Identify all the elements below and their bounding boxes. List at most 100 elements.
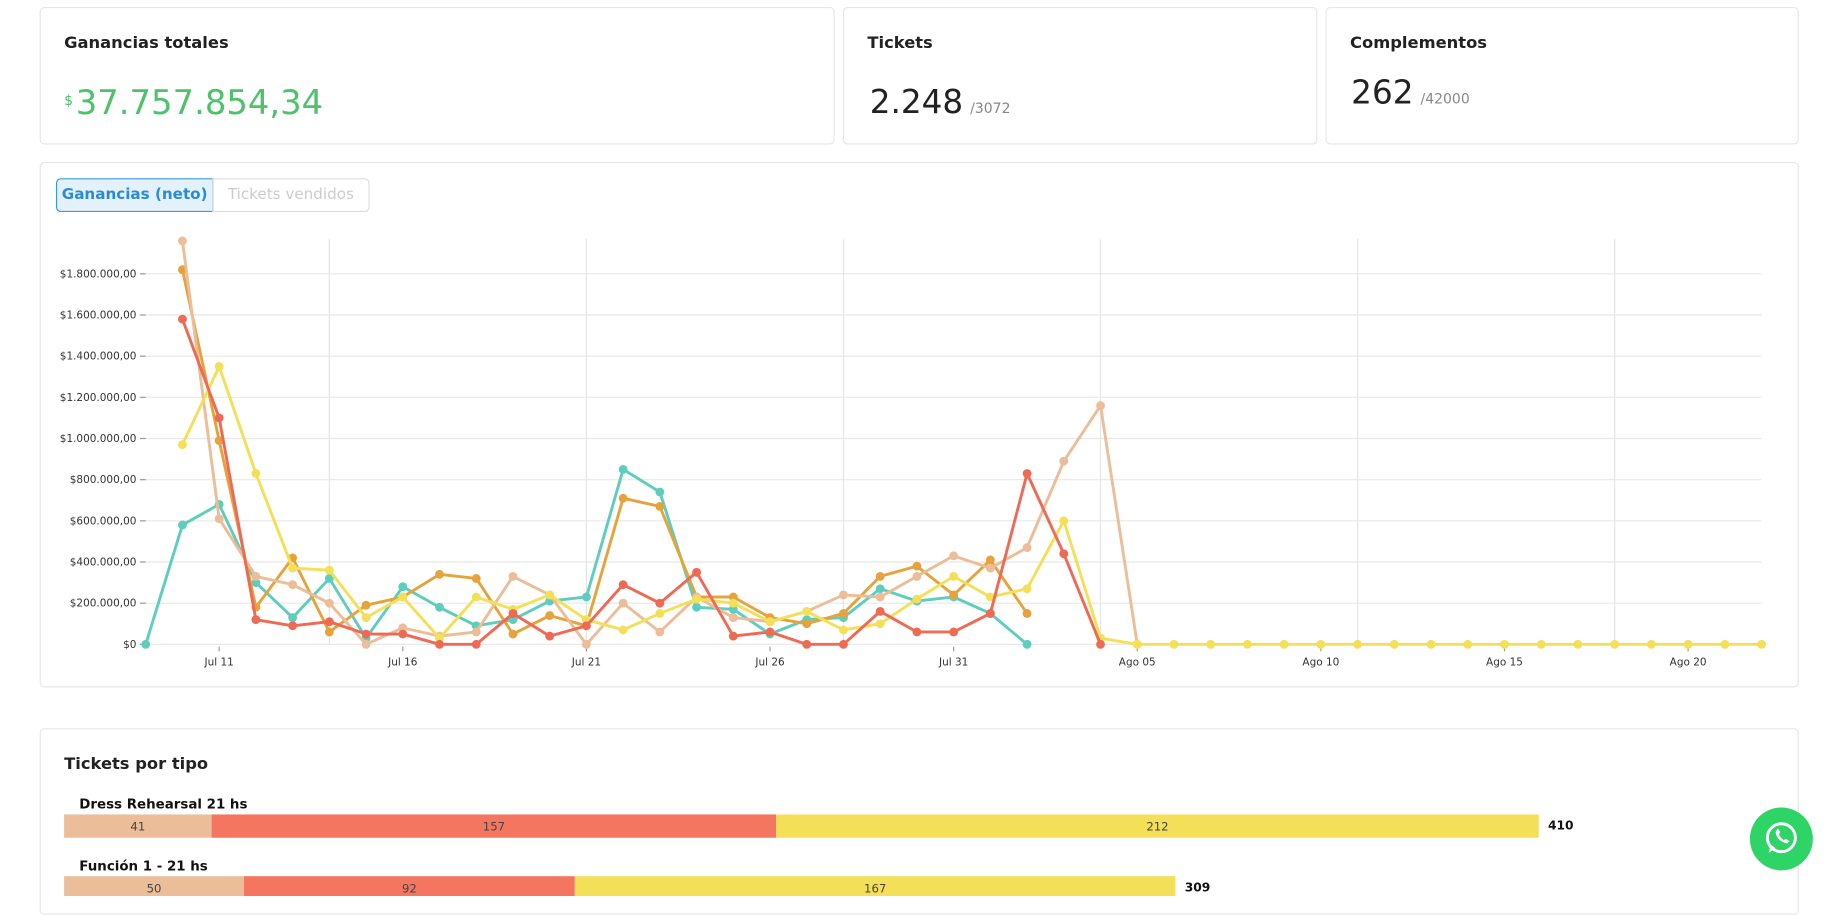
point — [1610, 639, 1620, 649]
segment-label: 41 — [130, 820, 145, 834]
point — [1426, 639, 1436, 649]
point — [1463, 639, 1473, 649]
point — [728, 598, 738, 608]
point — [618, 598, 628, 608]
card-limit: /42000 — [1420, 90, 1470, 108]
point — [875, 619, 885, 629]
point — [1022, 639, 1032, 649]
point — [728, 613, 738, 622]
point — [1022, 469, 1032, 478]
point — [178, 520, 187, 530]
bar-total: 410 — [1548, 819, 1574, 833]
y-tick-label: $1.000.000,00 — [60, 433, 137, 445]
x-tick-label: Jul 16 — [387, 656, 417, 668]
point — [581, 592, 591, 602]
segment-label: 92 — [402, 882, 417, 896]
point — [949, 627, 959, 637]
point — [1573, 639, 1583, 649]
whatsapp-button[interactable] — [1749, 806, 1814, 871]
x-tick-label: Ago 10 — [1302, 656, 1339, 668]
point — [949, 590, 959, 600]
bar-segment — [776, 814, 1539, 838]
y-tick-label: $600.000,00 — [70, 515, 137, 527]
bar-label: Dress Rehearsal 21 hs — [79, 798, 247, 813]
point — [324, 574, 334, 583]
segment-label: 50 — [147, 882, 162, 896]
point — [361, 629, 371, 639]
point — [251, 571, 261, 581]
point — [1022, 584, 1032, 594]
point — [728, 592, 738, 602]
point — [471, 639, 481, 649]
point — [1059, 549, 1069, 559]
point — [251, 578, 261, 588]
point — [875, 584, 885, 594]
point — [912, 561, 922, 571]
y-tick-label: $0 — [123, 639, 136, 651]
point — [802, 639, 812, 649]
segment-label: 167 — [864, 882, 886, 896]
point — [288, 621, 298, 631]
point — [178, 440, 187, 450]
point — [1757, 639, 1766, 649]
point — [1242, 639, 1252, 649]
point — [288, 580, 298, 590]
point — [912, 594, 922, 604]
bar-segment — [64, 876, 244, 897]
point — [324, 617, 334, 627]
point — [1096, 401, 1105, 411]
point — [398, 623, 408, 633]
x-tick-label: Jul 31 — [938, 656, 968, 668]
point — [1353, 639, 1363, 649]
point — [1536, 639, 1546, 649]
point — [839, 625, 848, 635]
card: Complementos 262/42000 — [1325, 6, 1799, 145]
point — [875, 606, 885, 616]
point — [618, 464, 628, 474]
card-value: 2.248 — [869, 82, 964, 122]
point — [178, 236, 187, 246]
point — [728, 631, 738, 641]
point — [1279, 639, 1289, 649]
point — [178, 314, 187, 324]
point — [324, 627, 334, 637]
bar-label: Función 1 - 21 hs — [79, 858, 208, 874]
point — [361, 600, 371, 610]
point — [655, 501, 665, 511]
point — [508, 629, 518, 639]
point — [802, 606, 812, 616]
y-tick-label: $1.200.000,00 — [60, 392, 137, 404]
point — [1720, 639, 1730, 649]
point — [1059, 456, 1069, 466]
tab[interactable]: Tickets vendidos — [212, 178, 370, 213]
point — [839, 609, 848, 618]
card-value: 262 — [1351, 73, 1414, 112]
point — [581, 639, 591, 649]
point — [1022, 609, 1032, 618]
x-tick-label: Jul 11 — [204, 656, 234, 668]
point — [471, 627, 481, 637]
series-line — [181, 318, 1102, 646]
point — [1169, 639, 1179, 649]
point — [141, 639, 151, 649]
point — [1022, 543, 1032, 553]
y-tick-label: $800.000,00 — [70, 474, 137, 486]
tab-active[interactable]: Ganancias (neto) — [55, 178, 214, 213]
point — [692, 594, 702, 604]
point — [692, 567, 702, 577]
card-title: Complementos — [1350, 33, 1488, 53]
card-title: Tickets — [867, 33, 933, 53]
point — [985, 563, 995, 573]
point — [618, 493, 628, 503]
point — [618, 625, 628, 635]
point — [288, 563, 298, 573]
point — [655, 598, 665, 608]
point — [1206, 639, 1216, 649]
bar-segment — [64, 814, 212, 838]
point — [214, 362, 224, 371]
point — [692, 602, 702, 612]
x-tick-label: Ago 15 — [1486, 656, 1523, 668]
point — [912, 627, 922, 637]
y-tick-label: $200.000,00 — [70, 598, 137, 610]
series-line — [181, 269, 1029, 636]
